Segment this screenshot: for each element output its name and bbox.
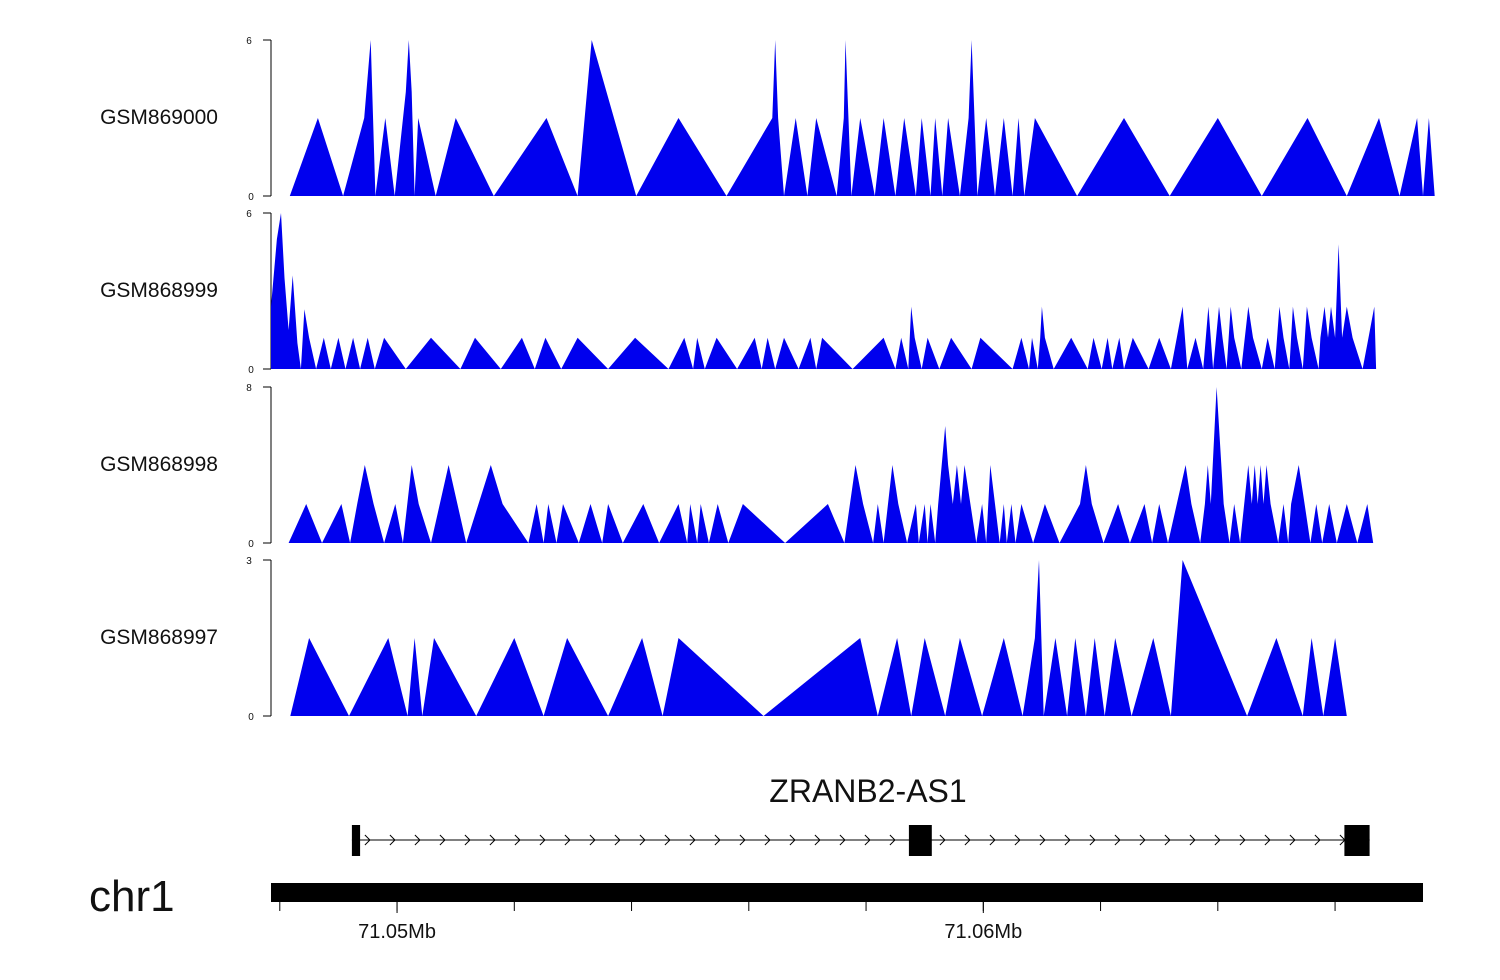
y-tick-label-max-GSM868998: 8: [246, 383, 252, 394]
track-GSM868997: GSM868997 3 0: [100, 556, 1347, 723]
y-tick-label-zero-GSM868997: 0: [248, 712, 254, 723]
track-GSM868998: GSM868998 8 0: [100, 383, 1374, 550]
strand-arrow: [1139, 834, 1146, 846]
strand-arrow: [464, 834, 471, 846]
strand-arrow: [989, 834, 996, 846]
strand-arrow: [964, 834, 971, 846]
strand-arrow: [714, 834, 721, 846]
y-tick-label-max-GSM869000: 6: [246, 36, 252, 47]
axis-minor-ticks: [279, 902, 1336, 911]
strand-arrow: [564, 834, 571, 846]
strand-arrow: [1014, 834, 1021, 846]
strand-arrow: [1214, 834, 1221, 846]
chromosome-label: chr1: [89, 872, 175, 921]
chromosome-bar: [271, 883, 1423, 902]
strand-arrow: [1264, 834, 1271, 846]
strand-arrow: [1189, 834, 1196, 846]
strand-arrow: [739, 834, 746, 846]
ideogram-track: chr1: [89, 872, 1423, 921]
axis-major-ticks: 71.05Mb 71.06Mb: [358, 902, 1022, 943]
strand-arrow: [1114, 834, 1121, 846]
strand-arrow: [389, 834, 396, 846]
strand-arrow: [764, 834, 771, 846]
y-tick-label-max-GSM868999: 6: [246, 209, 252, 220]
strand-arrow: [489, 834, 496, 846]
strand-arrow: [814, 834, 821, 846]
coverage-area-GSM868999: [271, 213, 1377, 369]
y-tick-label-zero-GSM869000: 0: [248, 192, 254, 203]
y-tick-label-zero-GSM868999: 0: [248, 365, 254, 376]
strand-arrow: [514, 834, 521, 846]
track-GSM869000: GSM869000 6 0: [100, 36, 1435, 203]
strand-arrow: [839, 834, 846, 846]
strand-arrow: [589, 834, 596, 846]
gene-track: ZRANB2-AS1: [351, 773, 1370, 856]
strand-arrow: [439, 834, 446, 846]
strand-arrow: [614, 834, 621, 846]
strand-arrow: [414, 834, 421, 846]
axis-tick-label: 71.05Mb: [358, 921, 436, 943]
strand-arrow: [1039, 834, 1046, 846]
strand-arrow: [1239, 834, 1246, 846]
genomic-axis: 71.05Mb 71.06Mb: [279, 902, 1336, 943]
strand-arrow: [689, 834, 696, 846]
track-label-GSM868998: GSM868998: [100, 453, 218, 476]
strand-arrow: [1064, 834, 1071, 846]
exon-2: [908, 825, 932, 856]
axis-tick-label: 71.06Mb: [944, 921, 1022, 943]
strand-arrow: [864, 834, 871, 846]
strand-arrow: [664, 834, 671, 846]
strand-arrow: [539, 834, 546, 846]
exon-3: [1344, 825, 1370, 856]
gene-exons: [351, 825, 1370, 856]
y-tick-label-zero-GSM868998: 0: [248, 539, 254, 550]
track-label-GSM868997: GSM868997: [100, 626, 218, 649]
strand-arrow: [364, 834, 371, 846]
strand-arrow: [889, 834, 896, 846]
strand-arrow: [1089, 834, 1096, 846]
coverage-area-GSM868997: [290, 560, 1347, 716]
track-label-GSM868999: GSM868999: [100, 279, 218, 302]
coverage-area-GSM869000: [289, 40, 1435, 196]
track-GSM868999: GSM868999 6 0: [100, 209, 1377, 376]
strand-arrow: [639, 834, 646, 846]
strand-arrow: [1289, 834, 1296, 846]
strand-arrow: [1314, 834, 1321, 846]
gene-label: ZRANB2-AS1: [769, 773, 966, 809]
strand-arrows: [364, 834, 1346, 846]
track-label-GSM869000: GSM869000: [100, 106, 218, 129]
strand-arrow: [1164, 834, 1171, 846]
exon-1: [351, 825, 361, 856]
y-tick-label-max-GSM868997: 3: [246, 556, 252, 567]
coverage-area-GSM868998: [288, 387, 1374, 543]
strand-arrow: [789, 834, 796, 846]
strand-arrow: [939, 834, 946, 846]
